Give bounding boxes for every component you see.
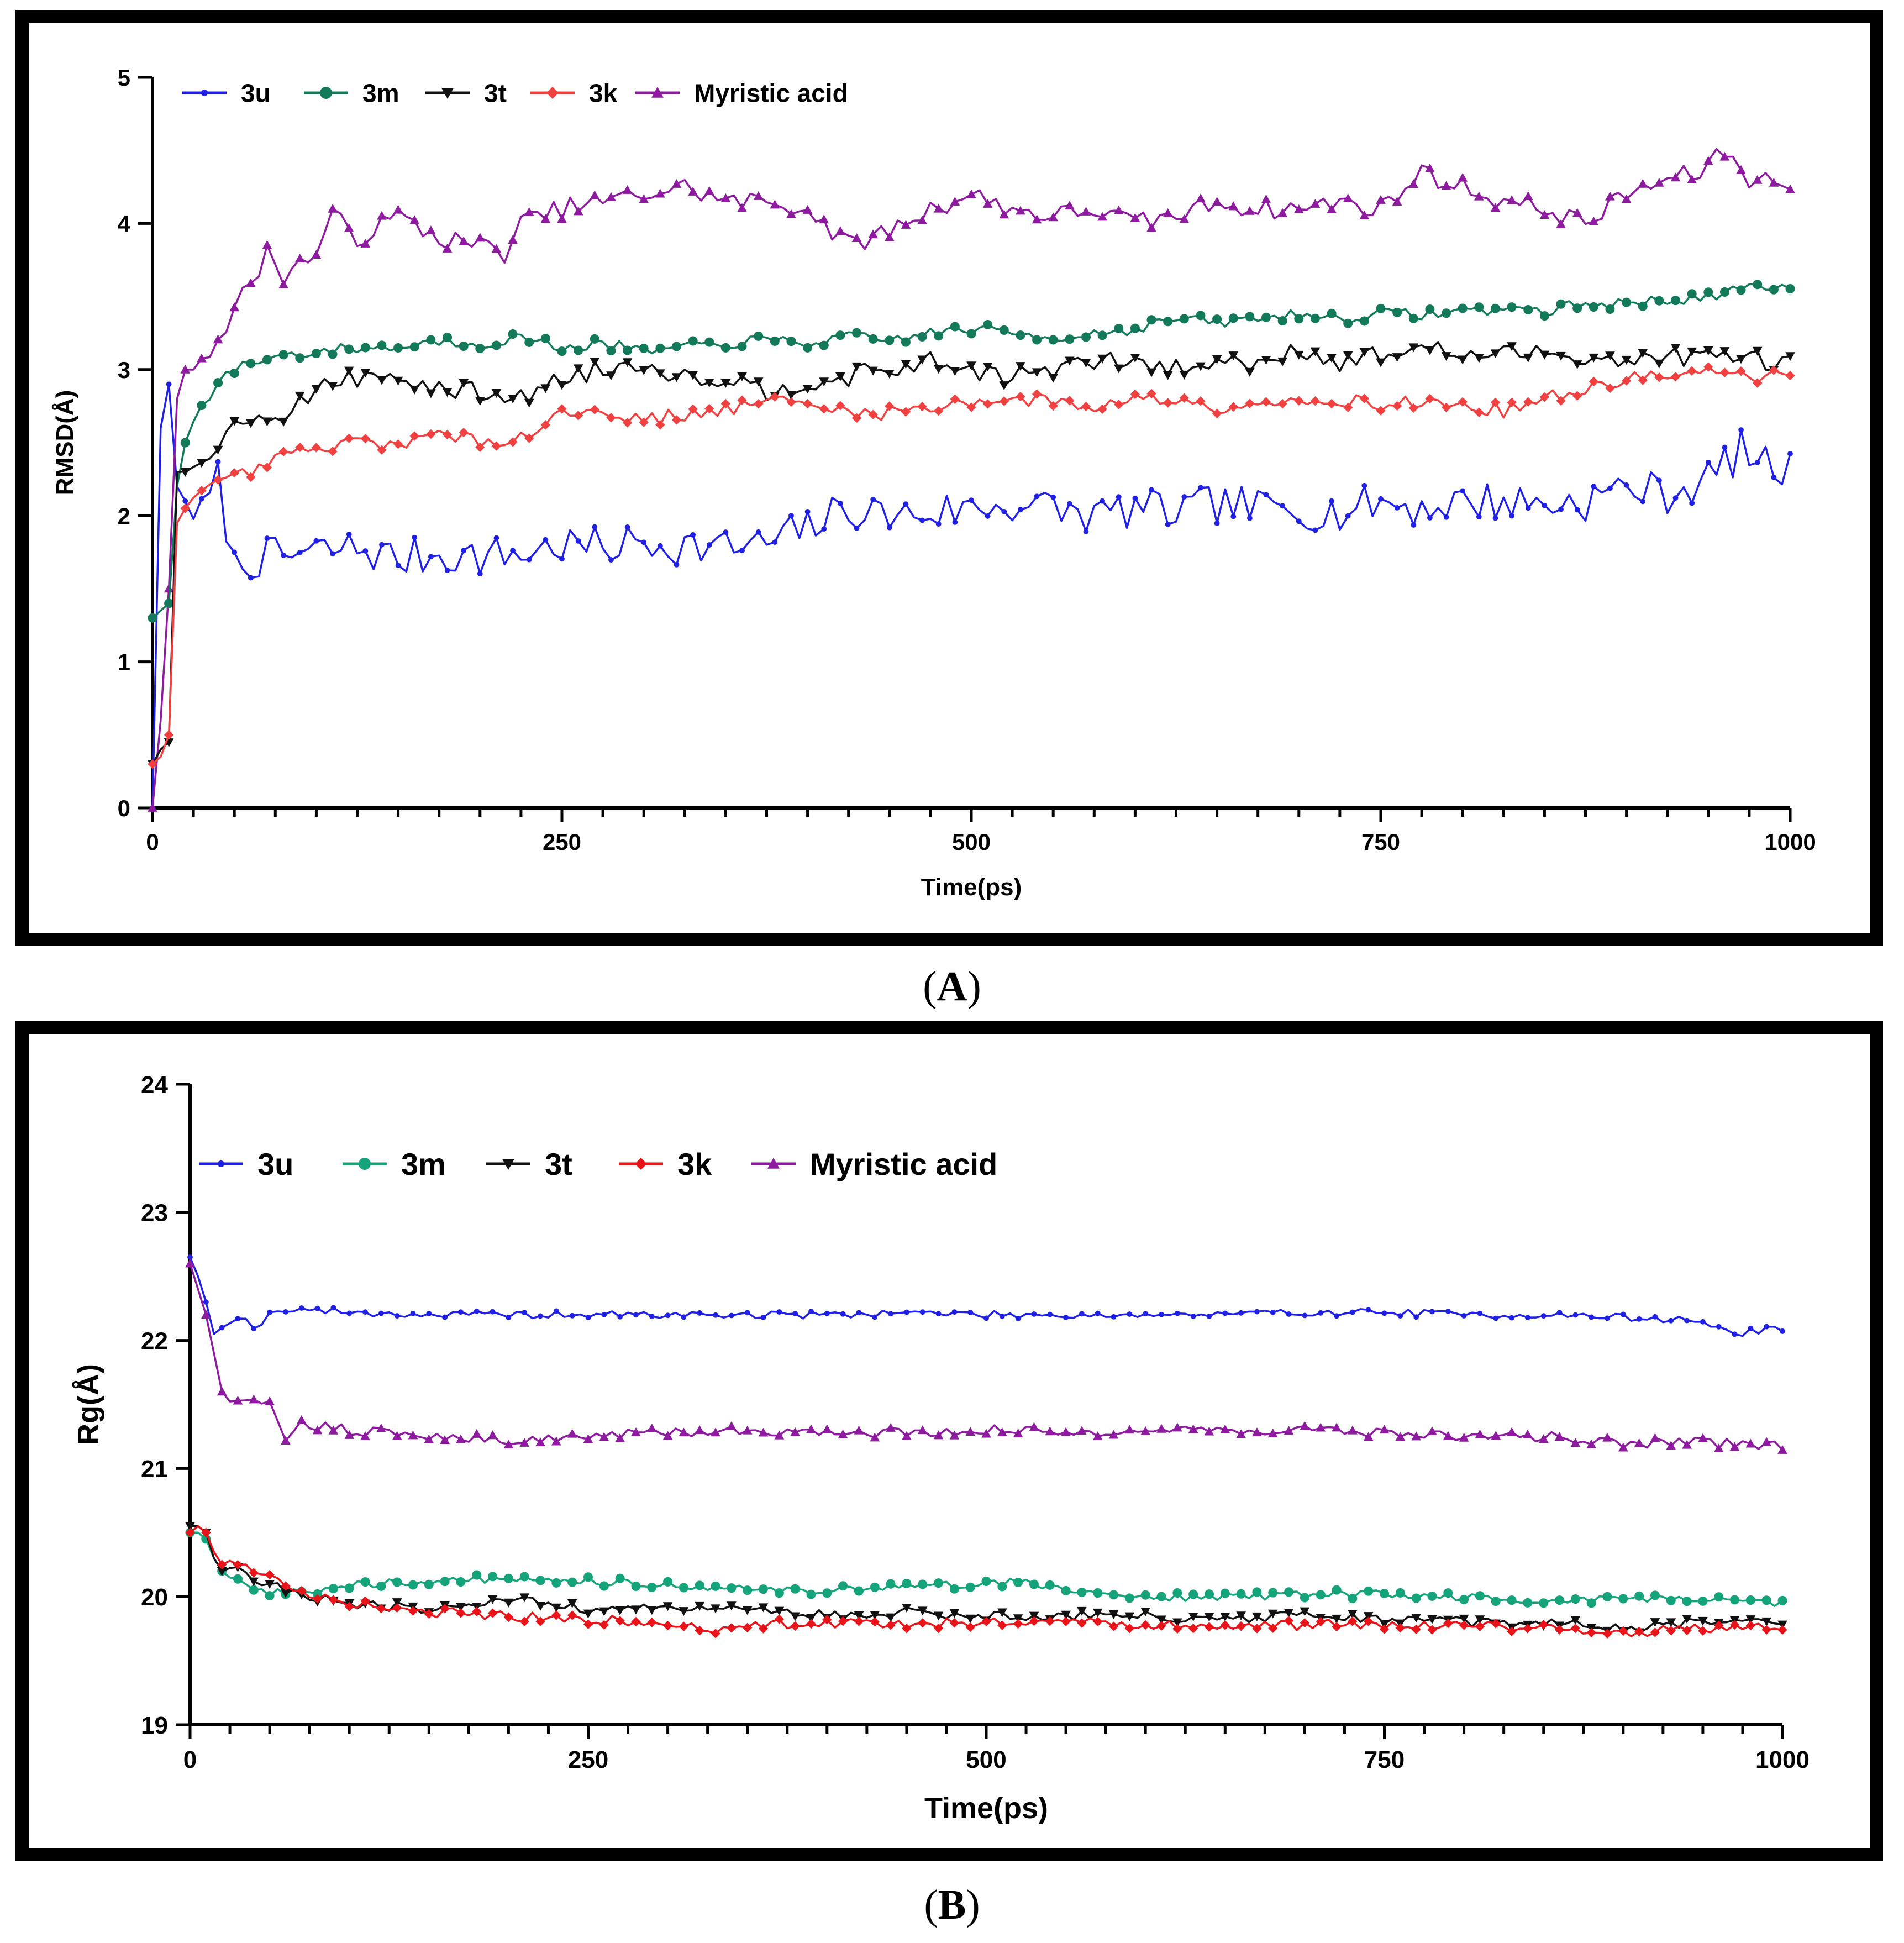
panel-b-label: (B)	[924, 1882, 980, 1928]
legend-swatch-marker	[441, 88, 454, 99]
series-3u	[150, 381, 1793, 811]
series-markers	[148, 362, 1795, 769]
legend-label: 3k	[677, 1147, 712, 1181]
y-axis-title: RMSD(Å)	[51, 390, 78, 496]
y-tick-label: 20	[141, 1584, 168, 1611]
legend-swatch-marker	[217, 1160, 225, 1168]
series-markers	[185, 1258, 1787, 1454]
legend-item: 3m	[343, 1147, 446, 1181]
legend-swatch-marker	[201, 89, 208, 97]
y-tick-label: 4	[118, 211, 131, 237]
legend-label: 3u	[257, 1147, 293, 1181]
series-markers	[185, 1527, 1787, 1639]
series-markers	[187, 1254, 1785, 1337]
legend-label: 3k	[589, 79, 618, 108]
legend-swatch-marker	[651, 87, 664, 98]
x-axis-title: Time(ps)	[921, 874, 1022, 901]
legend-swatch-marker	[502, 1159, 514, 1170]
series-markers	[148, 280, 1795, 623]
series-markers	[148, 151, 1795, 812]
series-3u	[187, 1254, 1785, 1337]
x-axis-title: Time(ps)	[924, 1792, 1048, 1825]
x-tick-label: 1000	[1755, 1746, 1810, 1773]
series-line	[190, 1531, 1783, 1607]
series-markers	[185, 1527, 1787, 1608]
legend-item: 3u	[182, 79, 271, 108]
x-tick-label: 0	[146, 829, 159, 855]
legend-item: 3m	[304, 79, 399, 108]
series-3k	[148, 362, 1795, 769]
series-3k	[185, 1525, 1787, 1639]
x-tick-label: 250	[568, 1746, 608, 1773]
legend-label: 3m	[362, 79, 399, 108]
series-myristic-acid	[148, 148, 1795, 812]
legend-item: 3k	[619, 1147, 712, 1181]
legend-swatch-marker	[320, 87, 332, 99]
y-tick-label: 21	[141, 1456, 168, 1483]
legend-label: Myristic acid	[694, 79, 848, 108]
series-line	[189, 1263, 1784, 1451]
series-line	[189, 1257, 1783, 1337]
legend-label: 3u	[241, 79, 271, 108]
legend-item: Myristic acid	[635, 79, 848, 108]
x-tick-label: 750	[1361, 829, 1400, 855]
x-tick-label: 500	[966, 1746, 1006, 1773]
x-tick-label: 1000	[1764, 829, 1816, 855]
legend: 3u 3m 3t 3k Myristic acid	[199, 1147, 997, 1181]
legend-label: 3t	[484, 79, 507, 108]
series-line	[151, 148, 1791, 808]
y-tick-label: 2	[118, 503, 130, 529]
x-tick-label: 750	[1364, 1746, 1405, 1773]
y-tick-label: 24	[141, 1072, 168, 1099]
legend: 3u 3m 3t 3k Myristic acid	[182, 79, 848, 108]
panel-a-label: (A)	[923, 963, 981, 1010]
y-axis-title: Rg(Å)	[72, 1364, 105, 1445]
legend-swatch-marker	[767, 1158, 780, 1169]
x-tick-label: 500	[952, 829, 991, 855]
series-3m	[185, 1527, 1787, 1608]
legend-label: 3t	[545, 1147, 572, 1181]
y-tick-label: 19	[141, 1712, 168, 1739]
legend-swatch-marker	[359, 1158, 371, 1170]
chart-b: 0 250 500 750 1000 19 20 21 22 23 24 Time(ps) Rg(Å) 3…	[72, 1072, 1810, 1825]
legend-label: Myristic acid	[810, 1147, 997, 1181]
y-tick-label: 0	[118, 795, 130, 821]
legend-swatch-marker	[635, 1158, 647, 1170]
y-tick-label: 23	[141, 1200, 168, 1227]
y-tick-label: 1	[118, 649, 130, 675]
legend-item: 3t	[425, 79, 507, 108]
y-tick-label: 3	[118, 357, 130, 383]
legend-swatch-marker	[546, 87, 559, 99]
series-myristic-acid	[185, 1258, 1787, 1454]
y-tick-label: 22	[141, 1327, 168, 1354]
panel-a-frame	[15, 10, 1883, 946]
series-3m	[148, 280, 1795, 623]
x-tick-label: 0	[183, 1746, 197, 1773]
legend-item: Myristic acid	[751, 1147, 997, 1181]
legend-item: 3t	[486, 1147, 572, 1181]
legend-item: 3u	[199, 1147, 293, 1181]
y-tick-label: 5	[118, 65, 130, 91]
legend-label: 3m	[401, 1147, 446, 1181]
x-tick-label: 250	[543, 829, 581, 855]
legend-item: 3k	[530, 79, 618, 108]
